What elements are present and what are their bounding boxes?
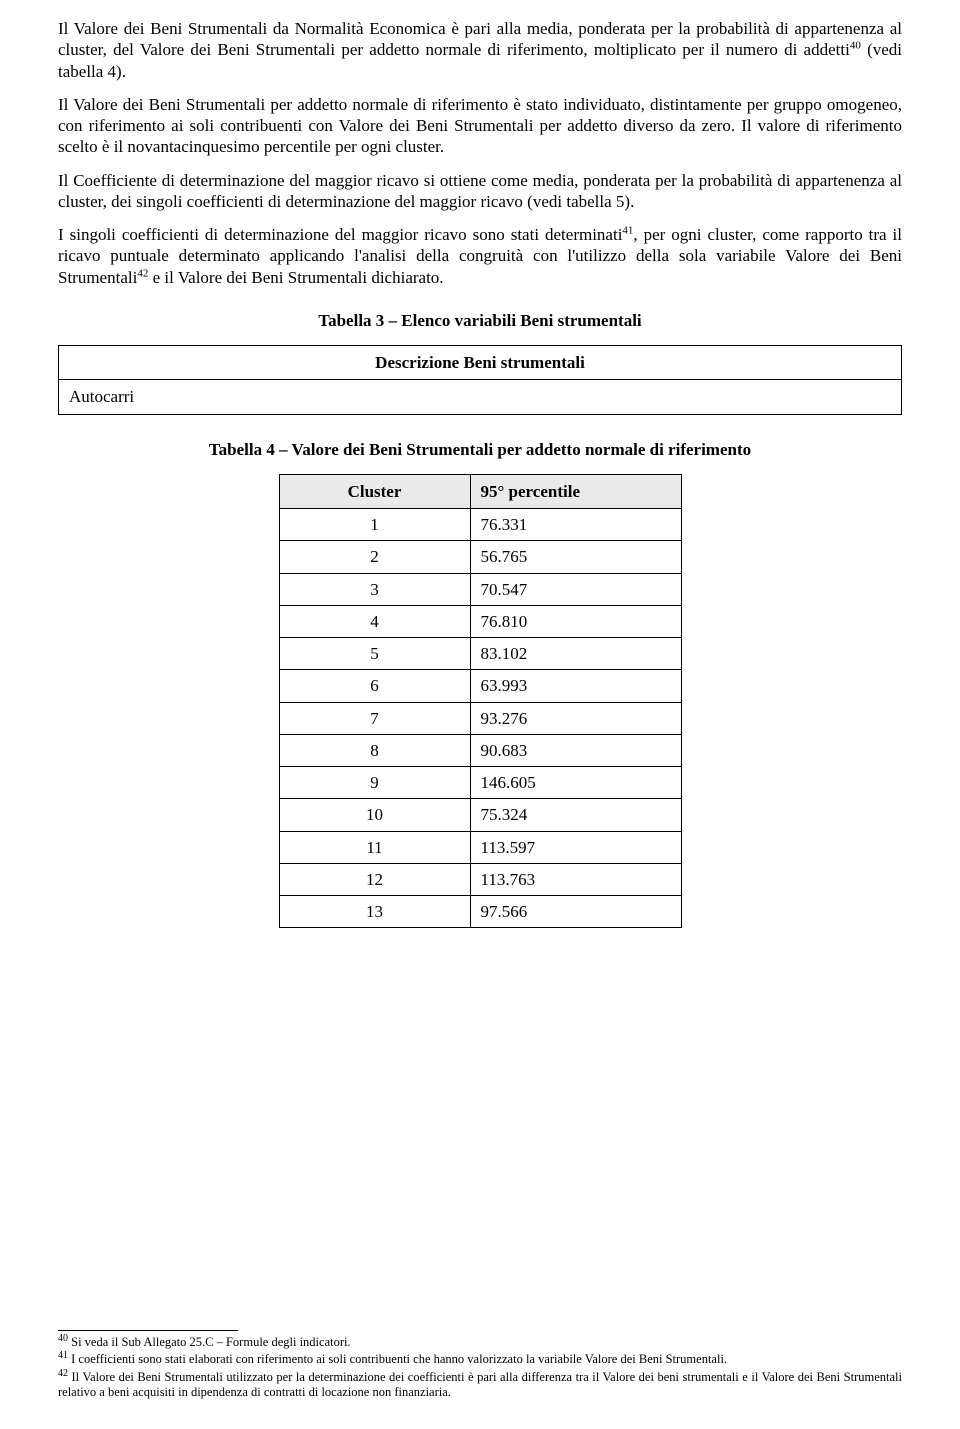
tabella-4: Cluster 95° percentile 176.331256.765370…	[279, 474, 682, 929]
paragraph-1-text-a: Il Valore dei Beni Strumentali da Normal…	[58, 19, 902, 59]
paragraph-2: Il Valore dei Beni Strumentali per addet…	[58, 94, 902, 158]
table-row: 11113.597	[279, 831, 681, 863]
table-row: Autocarri	[59, 380, 902, 414]
tab4-value-cell: 76.810	[470, 605, 681, 637]
table-row: 176.331	[279, 509, 681, 541]
tab4-value-cell: 113.597	[470, 831, 681, 863]
footnote-40-sup: 40	[58, 1332, 68, 1343]
table-row: 476.810	[279, 605, 681, 637]
table-row: 1075.324	[279, 799, 681, 831]
tab4-cluster-cell: 11	[279, 831, 470, 863]
tab4-cluster-cell: 5	[279, 638, 470, 670]
footnote-40: 40 Si veda il Sub Allegato 25.C – Formul…	[58, 1335, 902, 1351]
tab4-cluster-cell: 8	[279, 734, 470, 766]
table-row: 9146.605	[279, 767, 681, 799]
tab3-header: Descrizione Beni strumentali	[59, 346, 902, 380]
tab4-value-cell: 113.763	[470, 863, 681, 895]
tab4-value-cell: 63.993	[470, 670, 681, 702]
tab4-value-cell: 83.102	[470, 638, 681, 670]
tab3-cell: Autocarri	[59, 380, 902, 414]
tab4-cluster-cell: 4	[279, 605, 470, 637]
tabella-3: Descrizione Beni strumentali Autocarri	[58, 345, 902, 415]
tab4-value-cell: 97.566	[470, 896, 681, 928]
tab4-wrapper: Cluster 95° percentile 176.331256.765370…	[58, 474, 902, 929]
footnote-41-sup: 41	[58, 1350, 68, 1361]
tab4-cluster-cell: 10	[279, 799, 470, 831]
tab4-cluster-cell: 9	[279, 767, 470, 799]
table-row: 256.765	[279, 541, 681, 573]
footnote-42-text: Il Valore dei Beni Strumentali utilizzat…	[58, 1370, 902, 1400]
tab4-value-cell: 70.547	[470, 573, 681, 605]
paragraph-4-text-c: e il Valore dei Beni Strumentali dichiar…	[148, 268, 443, 287]
tab4-cluster-cell: 6	[279, 670, 470, 702]
footnote-40-text: Si veda il Sub Allegato 25.C – Formule d…	[68, 1335, 351, 1349]
tab4-header-cluster: Cluster	[279, 474, 470, 508]
footnote-ref-41: 41	[622, 224, 633, 236]
footnote-42-sup: 42	[58, 1368, 68, 1379]
footnote-rule	[58, 1330, 238, 1331]
paragraph-4-text-a: I singoli coefficienti di determinazione…	[58, 225, 622, 244]
table-row: 890.683	[279, 734, 681, 766]
tab4-value-cell: 93.276	[470, 702, 681, 734]
tab4-cluster-cell: 2	[279, 541, 470, 573]
footnote-42: 42 Il Valore dei Beni Strumentali utiliz…	[58, 1370, 902, 1401]
tab4-value-cell: 146.605	[470, 767, 681, 799]
tab4-cluster-cell: 7	[279, 702, 470, 734]
paragraph-4: I singoli coefficienti di determinazione…	[58, 224, 902, 288]
table-row: 370.547	[279, 573, 681, 605]
tab3-title: Tabella 3 – Elenco variabili Beni strume…	[58, 310, 902, 331]
tab4-value-cell: 75.324	[470, 799, 681, 831]
tab4-cluster-cell: 1	[279, 509, 470, 541]
table-row: 793.276	[279, 702, 681, 734]
footnote-41: 41 I coefficienti sono stati elaborati c…	[58, 1352, 902, 1368]
table-row: 1397.566	[279, 896, 681, 928]
tab4-value-cell: 90.683	[470, 734, 681, 766]
tab4-title: Tabella 4 – Valore dei Beni Strumentali …	[58, 439, 902, 460]
table-row: 12113.763	[279, 863, 681, 895]
table-row: 583.102	[279, 638, 681, 670]
page: Il Valore dei Beni Strumentali da Normal…	[0, 0, 960, 1429]
footnote-ref-42: 42	[137, 267, 148, 279]
table-row: 663.993	[279, 670, 681, 702]
tab4-cluster-cell: 13	[279, 896, 470, 928]
footnotes: 40 Si veda il Sub Allegato 25.C – Formul…	[58, 1330, 902, 1404]
footnote-41-text: I coefficienti sono stati elaborati con …	[68, 1352, 727, 1366]
paragraph-1: Il Valore dei Beni Strumentali da Normal…	[58, 18, 902, 82]
tab4-header-percentile: 95° percentile	[470, 474, 681, 508]
tab4-value-cell: 76.331	[470, 509, 681, 541]
tab4-cluster-cell: 3	[279, 573, 470, 605]
tab4-value-cell: 56.765	[470, 541, 681, 573]
footnote-ref-40: 40	[850, 40, 861, 52]
paragraph-3: Il Coefficiente di determinazione del ma…	[58, 170, 902, 213]
tab4-cluster-cell: 12	[279, 863, 470, 895]
